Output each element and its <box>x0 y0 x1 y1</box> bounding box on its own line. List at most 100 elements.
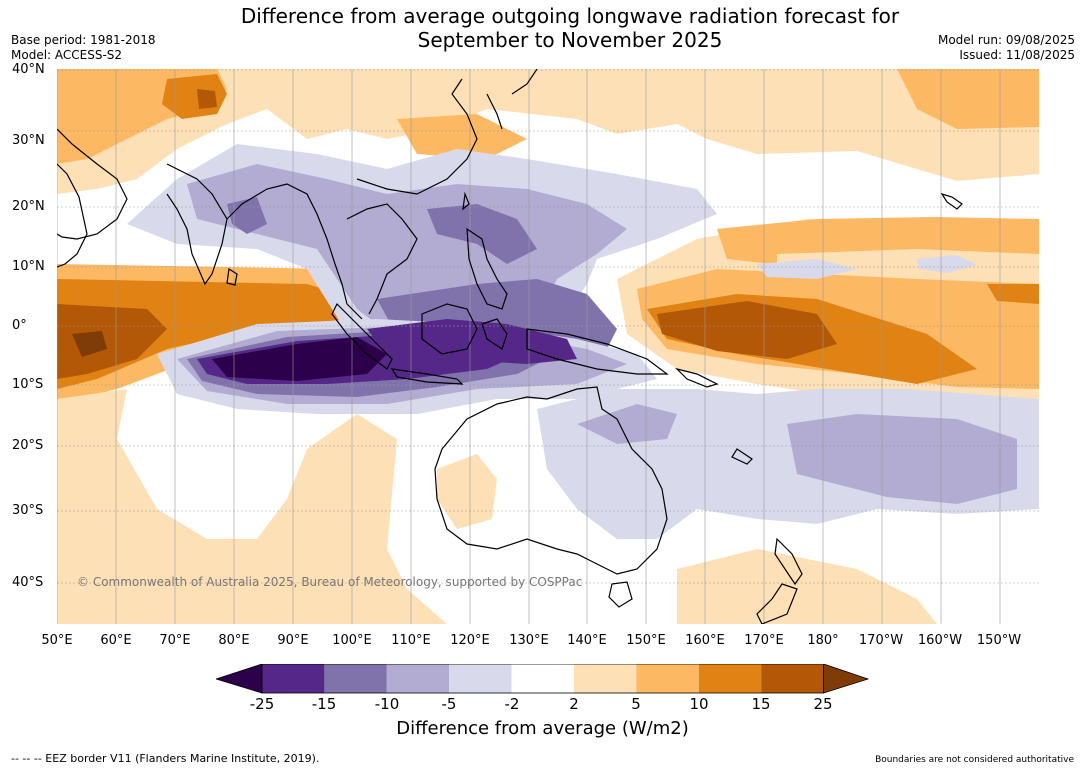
coastline-africa-east <box>57 163 88 268</box>
colorbar-swatch <box>324 664 387 693</box>
lon-label: 70°E <box>159 633 191 648</box>
lon-label: 130°E <box>509 633 549 648</box>
anomaly-region-coral-sea-light <box>577 404 677 444</box>
issued-date: Issued: 11/08/2025 <box>959 48 1075 62</box>
colorbar-swatch <box>574 664 637 693</box>
anomaly-region-pacific-blob <box>917 255 977 273</box>
coastline-sulawesi <box>481 318 508 350</box>
colorbar-swatch <box>449 664 512 693</box>
coastline-bay-of-bengal <box>226 183 363 320</box>
anomaly-map <box>57 69 1039 624</box>
lon-label: 140°E <box>567 633 607 648</box>
lon-label: 120°E <box>450 633 490 648</box>
coastline-solomons <box>675 367 719 388</box>
anomaly-region-south-indian <box>57 389 447 624</box>
coastline-sri-lanka <box>226 268 238 286</box>
lon-label: 90°E <box>277 633 309 648</box>
colorbar-tick: 15 <box>751 695 771 713</box>
colorbar-swatch-min <box>216 664 263 694</box>
lat-label: 20°S <box>12 438 44 453</box>
meta-left: Base period: 1981-2018 Model: ACCESS-S2 <box>11 33 156 63</box>
title-line-1: Difference from average outgoing longwav… <box>240 4 900 28</box>
lat-label: 10°S <box>12 377 44 392</box>
colorbar-tick: 5 <box>631 695 641 713</box>
anomaly-region-ei-indian-core <box>212 337 387 381</box>
colorbar-tick: 2 <box>569 695 579 713</box>
lon-label: 170°E <box>744 633 784 648</box>
model-run: Model run: 09/08/2025 <box>937 33 1075 47</box>
colorbar-tick: 25 <box>813 695 833 713</box>
positive-anomaly-fields <box>57 69 1039 624</box>
colorbar-swatch <box>262 664 325 693</box>
anomaly-region-himalaya-core <box>197 89 217 109</box>
coastline-china <box>356 78 478 195</box>
coastline-arabia <box>57 128 128 240</box>
coastline-india <box>166 163 228 286</box>
colorbar-swatch-max <box>823 664 870 694</box>
model-name: Model: ACCESS-S2 <box>11 48 123 62</box>
base-period: Base period: 1981-2018 <box>11 33 156 47</box>
coastline-hawaii <box>940 192 963 210</box>
meta-right: Model run: 09/08/2025 Issued: 11/08/2025 <box>938 33 1075 63</box>
anomaly-region-central-pacific-core <box>657 301 837 359</box>
coastline-java <box>390 368 464 385</box>
lon-label: 110°E <box>391 633 431 648</box>
lat-label: 0° <box>12 318 27 333</box>
colorbar-tick: 10 <box>689 695 709 713</box>
lon-label: 100°E <box>332 633 372 648</box>
anomaly-region-asia-dark <box>227 197 267 234</box>
lat-label: 30°S <box>12 503 44 518</box>
anomaly-region-north-mid-orange <box>397 114 527 159</box>
coastline-taiwan <box>462 191 470 211</box>
eez-note: -- -- -- EEZ border V11 (Flanders Marine… <box>11 752 320 765</box>
anomaly-region-north-pacific-light <box>757 259 857 279</box>
colorbar-swatch <box>386 664 450 693</box>
boundaries-note: Boundaries are not considered authoritat… <box>875 755 1074 765</box>
colorbar-swatch <box>761 664 824 693</box>
lon-label: 150°W <box>976 633 1022 648</box>
coastline-philippines <box>466 227 508 310</box>
lon-label: 50°E <box>41 633 73 648</box>
coastline-new-guinea <box>526 328 669 375</box>
lon-label: 60°E <box>100 633 132 648</box>
copyright-notice: © Commonwealth of Australia 2025, Bureau… <box>77 575 583 589</box>
anomaly-region-himalaya <box>162 74 227 119</box>
coastline-australia <box>434 386 668 575</box>
coastlines <box>57 69 963 624</box>
colorbar-tick: -15 <box>311 695 337 713</box>
anomaly-region-south-pacific-light <box>677 549 937 624</box>
coastline-new-caledonia <box>731 448 753 465</box>
lon-label: 150°E <box>626 633 666 648</box>
map-title: Difference from average outgoing longwav… <box>0 4 1085 52</box>
colorbar-frame <box>261 664 824 694</box>
lat-label: 30°N <box>12 133 45 148</box>
coastline-new-zealand-north <box>774 537 803 586</box>
colorbar-swatch <box>698 664 762 693</box>
colorbar <box>216 664 870 694</box>
coastline-sumatra <box>331 302 393 370</box>
colorbar-tick: -5 <box>441 695 457 713</box>
graticule <box>57 69 1039 624</box>
anomaly-region-maritime-deep <box>367 319 577 364</box>
anomaly-region-north-orange <box>57 69 1039 194</box>
anomaly-map-svg <box>57 69 1039 624</box>
lon-label: 180° <box>807 633 839 648</box>
colorbar-swatch <box>511 664 574 693</box>
lat-label: 40°N <box>12 62 45 77</box>
lat-label: 10°N <box>12 259 45 274</box>
coastline-tasmania <box>608 581 633 608</box>
title-line-2: September to November 2025 <box>417 28 723 52</box>
anomaly-region-south-pacific-mid <box>787 414 1017 504</box>
coastline-indochina <box>346 203 418 315</box>
colorbar-tick: -2 <box>504 695 520 713</box>
coastline-new-zealand-south <box>756 583 798 624</box>
anomaly-region-sea-dark <box>427 204 537 264</box>
lon-label: 170°W <box>858 633 904 648</box>
colorbar-label: Difference from average (W/m2) <box>396 718 689 739</box>
anomaly-region-south-west-aus <box>437 454 497 529</box>
colorbar-tick: -25 <box>249 695 275 713</box>
anomaly-region-north-east-orange <box>897 69 1039 129</box>
colorbar-tick: -10 <box>374 695 400 713</box>
lat-label: 20°N <box>12 199 45 214</box>
coastline-borneo <box>421 303 478 355</box>
